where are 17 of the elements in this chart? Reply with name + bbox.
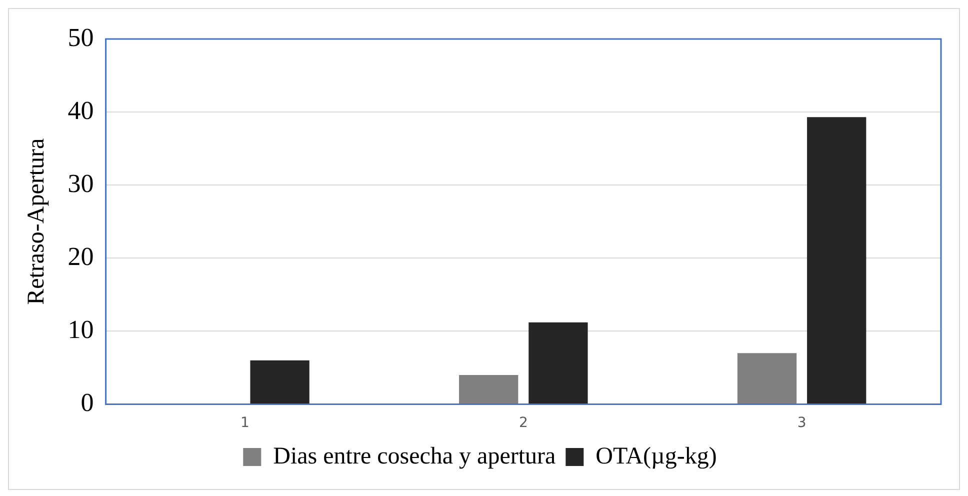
y-tick-label: 20	[68, 242, 94, 271]
y-tick-label: 50	[68, 22, 94, 52]
bar	[807, 117, 866, 404]
y-tick-label: 30	[68, 168, 94, 198]
y-tick-label: 0	[80, 388, 94, 418]
bar	[737, 353, 797, 404]
x-tick-label: 3	[797, 415, 806, 432]
y-tick-label: 40	[68, 96, 94, 125]
y-tick-label: 10	[68, 314, 94, 344]
bar	[250, 360, 310, 404]
legend-label: OTA(µg-kg)	[596, 443, 717, 470]
legend-label: Dias entre cosecha y apertura	[273, 443, 556, 470]
y-axis-title: Retraso-Apertura	[24, 138, 50, 305]
x-tick-label: 1	[240, 415, 250, 432]
bar	[528, 322, 588, 404]
x-tick-label: 2	[518, 415, 528, 432]
bar	[459, 374, 518, 404]
